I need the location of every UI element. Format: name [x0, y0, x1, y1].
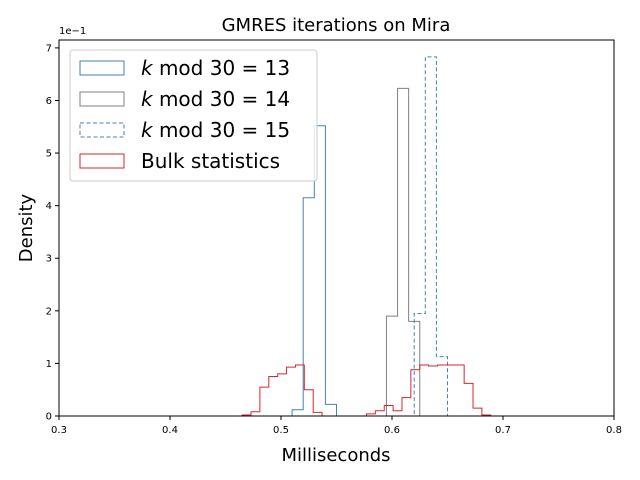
x-tick-label: 0.3: [51, 425, 67, 436]
axes-frame: [58, 39, 615, 417]
x-tick-label: 0.7: [495, 425, 511, 436]
legend-swatch: [79, 60, 125, 76]
y-axis-label: Density: [16, 193, 37, 262]
legend-label: Bulk statistics: [141, 149, 280, 173]
y-tick-label: 6: [46, 96, 52, 107]
histogram-series-2: [375, 87, 421, 417]
x-tick-label: 0.8: [606, 425, 622, 436]
y-tick-label: 0: [46, 412, 52, 423]
x-tick-label: 0.5: [273, 425, 289, 436]
histogram-series-4: [241, 364, 518, 417]
legend-swatch: [79, 153, 125, 169]
y-tick-label: 3: [46, 254, 52, 265]
x-tick-label: 0.6: [384, 425, 400, 436]
legend: k mod 30 = 13 k mod 30 = 14 k mod 30 = 15 B…: [69, 49, 318, 182]
y-axis-multiplier: 1e−1: [59, 26, 86, 37]
legend-label: k mod 30 = 14: [141, 87, 290, 111]
x-axis-ticks: 0.3 0.4 0.5 0.6 0.7 0.8: [51, 416, 622, 436]
legend-swatch: [79, 122, 125, 138]
plot-area: [241, 56, 518, 417]
legend-frame: [69, 49, 318, 182]
y-axis-ticks: 0 1 2 3 4 5 6 7: [46, 43, 59, 423]
x-axis-label: Milliseconds: [281, 445, 390, 466]
chart-title: GMRES iterations on Mira: [222, 15, 451, 36]
histogram-series-3: [403, 56, 459, 417]
y-tick-label: 2: [46, 306, 52, 317]
legend-label: k mod 30 = 13: [141, 56, 290, 80]
legend-label: k mod 30 = 15: [141, 118, 290, 142]
x-tick-label: 0.4: [162, 425, 178, 436]
y-tick-label: 5: [46, 149, 52, 160]
y-tick-label: 7: [46, 43, 52, 54]
y-tick-label: 1: [46, 359, 52, 370]
legend-swatch: [79, 91, 125, 107]
y-tick-label: 4: [46, 201, 52, 212]
